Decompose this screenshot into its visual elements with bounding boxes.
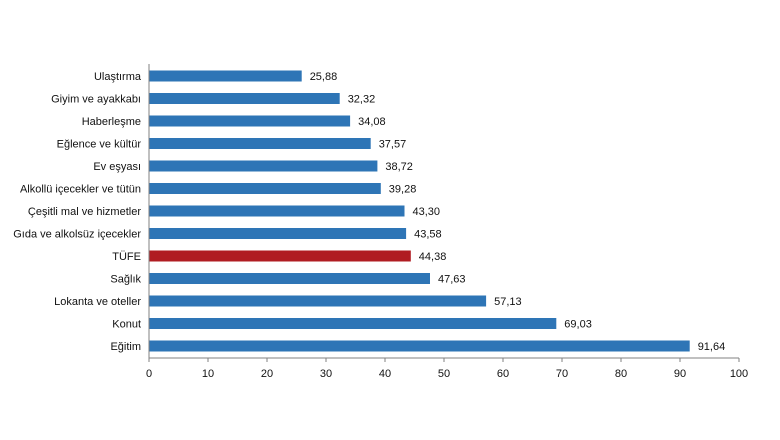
bar-3 (149, 115, 351, 127)
bar-8 (149, 228, 407, 239)
bar-11 (149, 295, 487, 307)
category-label: Ulaştırma (94, 71, 142, 83)
x-tick-label: 0 (146, 368, 152, 380)
data-label: 32,32 (348, 94, 376, 106)
x-tick-label: 70 (556, 368, 568, 380)
x-tick-label: 30 (320, 368, 332, 380)
bar-12 (149, 318, 557, 329)
bar-9 (149, 250, 411, 262)
data-label: 43,30 (413, 206, 441, 218)
x-tick-label: 10 (202, 368, 214, 380)
bar-13 (149, 340, 690, 352)
bar-4 (149, 138, 371, 149)
x-axis: 0 10 20 30 40 50 60 70 80 90 100 (146, 64, 748, 380)
bars-layer (149, 70, 690, 352)
category-label: Ev eşyası (93, 161, 141, 173)
category-label: Çeşitli mal ve hizmetler (28, 206, 141, 218)
bar-10 (149, 273, 430, 284)
bar-2 (149, 93, 340, 104)
bar-6 (149, 183, 381, 194)
data-label: 91,64 (698, 341, 726, 353)
data-label: 47,63 (438, 274, 466, 286)
category-label: Konut (112, 319, 141, 331)
x-tick-label: 90 (674, 368, 686, 380)
category-label: Gıda ve alkolsüz içecekler (13, 229, 141, 241)
category-label: Eğlence ve kültür (57, 139, 142, 151)
data-label: 37,57 (379, 139, 407, 151)
x-tick-label: 20 (261, 368, 273, 380)
x-tick-label: 50 (438, 368, 450, 380)
category-label: Lokanta ve oteller (54, 296, 141, 308)
data-label: 43,58 (414, 229, 442, 241)
data-label: 57,13 (494, 296, 522, 308)
category-labels-layer: Ulaştırma Giyim ve ayakkabı Haberleşme Eğle… (13, 71, 142, 353)
data-label: 25,88 (310, 71, 338, 83)
data-label: 38,72 (385, 161, 413, 173)
data-label: 44,38 (419, 251, 447, 263)
x-tick-label: 40 (379, 368, 391, 380)
category-label: Haberleşme (82, 116, 141, 128)
x-tick-label: 60 (497, 368, 509, 380)
data-label: 39,28 (389, 184, 417, 196)
category-label: Eğitim (110, 341, 141, 353)
category-label: Giyim ve ayakkabı (51, 94, 141, 106)
bar-1 (149, 70, 302, 82)
x-tick-label: 80 (615, 368, 627, 380)
x-tick-label: 100 (730, 368, 748, 380)
category-label: TÜFE (112, 251, 141, 263)
data-label: 69,03 (564, 319, 592, 331)
category-label: Alkollü içecekler ve tütün (20, 184, 141, 196)
bar-5 (149, 160, 378, 172)
bar-7 (149, 205, 405, 217)
category-label: Sağlık (110, 274, 141, 286)
value-labels-layer: 25,88 32,32 34,08 37,57 38,72 39,28 43,30 43,58… (310, 71, 726, 353)
data-label: 34,08 (358, 116, 386, 128)
